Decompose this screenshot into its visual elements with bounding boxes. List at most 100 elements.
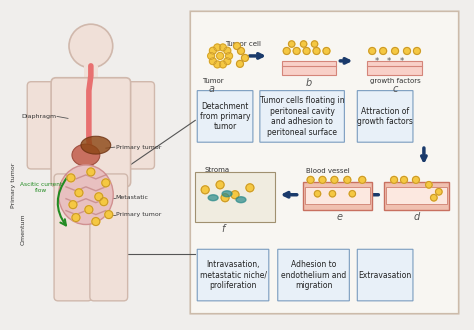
Bar bbox=[386, 187, 447, 204]
Circle shape bbox=[403, 48, 410, 54]
Circle shape bbox=[217, 52, 224, 59]
Circle shape bbox=[311, 41, 318, 47]
Circle shape bbox=[237, 60, 244, 67]
Circle shape bbox=[430, 194, 437, 201]
Text: Primary tumor: Primary tumor bbox=[11, 162, 16, 208]
Circle shape bbox=[224, 47, 231, 54]
Circle shape bbox=[92, 217, 100, 225]
Text: Intravasation,
metastatic niche/
proliferation: Intravasation, metastatic niche/ prolife… bbox=[200, 260, 266, 290]
Circle shape bbox=[401, 177, 408, 183]
Text: Stroma: Stroma bbox=[205, 167, 230, 173]
Circle shape bbox=[226, 52, 233, 59]
Circle shape bbox=[72, 214, 80, 221]
Circle shape bbox=[201, 186, 209, 194]
Circle shape bbox=[412, 177, 419, 183]
Text: Omentum: Omentum bbox=[21, 214, 26, 245]
Circle shape bbox=[69, 201, 77, 209]
Circle shape bbox=[75, 189, 83, 197]
Circle shape bbox=[307, 177, 314, 183]
Text: *: * bbox=[387, 57, 391, 66]
Ellipse shape bbox=[81, 136, 111, 154]
Text: Blood vessel: Blood vessel bbox=[306, 168, 349, 174]
Circle shape bbox=[237, 48, 245, 54]
Circle shape bbox=[323, 48, 330, 54]
Circle shape bbox=[221, 194, 229, 202]
FancyBboxPatch shape bbox=[190, 11, 459, 314]
Circle shape bbox=[380, 48, 387, 54]
Bar bbox=[282, 61, 337, 75]
Text: Detachment
from primary
tumor: Detachment from primary tumor bbox=[200, 102, 250, 131]
Circle shape bbox=[87, 168, 95, 176]
Ellipse shape bbox=[222, 191, 232, 197]
Circle shape bbox=[219, 61, 227, 68]
Circle shape bbox=[210, 47, 216, 54]
Circle shape bbox=[208, 52, 215, 59]
Circle shape bbox=[219, 44, 227, 51]
Bar bbox=[195, 172, 275, 221]
Circle shape bbox=[69, 24, 113, 68]
Text: Diaphragm: Diaphragm bbox=[21, 114, 56, 119]
Text: b: b bbox=[305, 78, 312, 88]
FancyBboxPatch shape bbox=[27, 82, 62, 169]
Text: Adhesion to
endothelium and
migration: Adhesion to endothelium and migration bbox=[281, 260, 346, 290]
Circle shape bbox=[391, 177, 398, 183]
Circle shape bbox=[349, 191, 356, 197]
Text: Primary tumor: Primary tumor bbox=[116, 212, 161, 217]
Circle shape bbox=[214, 61, 221, 68]
Ellipse shape bbox=[208, 195, 218, 201]
Circle shape bbox=[303, 48, 310, 54]
Ellipse shape bbox=[72, 144, 100, 166]
Circle shape bbox=[224, 58, 231, 65]
Text: a: a bbox=[208, 84, 214, 94]
Bar bbox=[384, 182, 449, 210]
FancyBboxPatch shape bbox=[51, 78, 131, 187]
Circle shape bbox=[329, 191, 336, 197]
Circle shape bbox=[392, 48, 399, 54]
Text: d: d bbox=[414, 212, 420, 222]
FancyBboxPatch shape bbox=[278, 249, 349, 301]
Circle shape bbox=[67, 174, 75, 182]
FancyBboxPatch shape bbox=[357, 91, 413, 142]
Text: Primary tumor: Primary tumor bbox=[116, 145, 161, 149]
Bar bbox=[367, 61, 422, 75]
Text: Extravasation: Extravasation bbox=[358, 271, 412, 280]
Text: Ascitic current
flow: Ascitic current flow bbox=[20, 182, 62, 193]
Circle shape bbox=[210, 58, 216, 65]
FancyBboxPatch shape bbox=[197, 91, 253, 142]
Text: e: e bbox=[337, 212, 342, 222]
Circle shape bbox=[216, 181, 224, 189]
Circle shape bbox=[426, 182, 432, 188]
Text: f: f bbox=[221, 224, 225, 235]
Circle shape bbox=[289, 41, 295, 47]
Circle shape bbox=[95, 193, 103, 201]
Circle shape bbox=[359, 177, 366, 183]
Circle shape bbox=[100, 198, 108, 206]
Circle shape bbox=[234, 43, 240, 50]
FancyBboxPatch shape bbox=[90, 174, 128, 301]
FancyBboxPatch shape bbox=[357, 249, 413, 301]
Text: *: * bbox=[375, 57, 379, 66]
Circle shape bbox=[102, 179, 110, 187]
Circle shape bbox=[413, 48, 420, 54]
Circle shape bbox=[231, 191, 239, 199]
Circle shape bbox=[331, 177, 338, 183]
Circle shape bbox=[436, 188, 442, 195]
FancyBboxPatch shape bbox=[120, 82, 155, 169]
Text: Tumor cell: Tumor cell bbox=[225, 41, 261, 47]
FancyBboxPatch shape bbox=[260, 91, 345, 142]
Circle shape bbox=[293, 48, 300, 54]
Circle shape bbox=[314, 191, 321, 197]
Ellipse shape bbox=[236, 197, 246, 203]
Text: growth factors: growth factors bbox=[370, 78, 420, 84]
Circle shape bbox=[313, 48, 320, 54]
Circle shape bbox=[283, 48, 290, 54]
Circle shape bbox=[344, 177, 351, 183]
Circle shape bbox=[214, 44, 221, 51]
Bar bbox=[305, 187, 370, 204]
Text: c: c bbox=[392, 84, 398, 94]
Circle shape bbox=[241, 54, 248, 61]
Text: Tumor: Tumor bbox=[202, 78, 224, 84]
Bar bbox=[84, 66, 98, 84]
FancyBboxPatch shape bbox=[54, 174, 92, 301]
Text: Metastatic: Metastatic bbox=[116, 195, 149, 200]
